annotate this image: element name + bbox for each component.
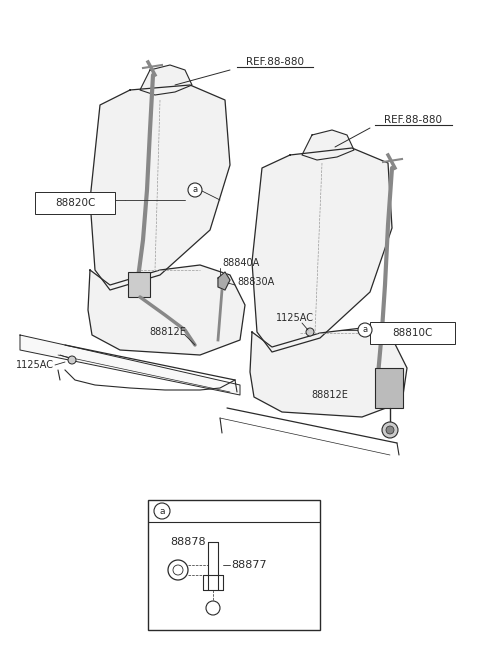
Polygon shape bbox=[218, 272, 230, 290]
Text: 88830A: 88830A bbox=[237, 277, 274, 287]
Text: a: a bbox=[362, 325, 368, 334]
Circle shape bbox=[168, 560, 188, 580]
Circle shape bbox=[206, 601, 220, 615]
Text: 88812E: 88812E bbox=[312, 390, 348, 400]
Text: 1125AC: 1125AC bbox=[16, 360, 54, 370]
Polygon shape bbox=[250, 328, 407, 417]
Circle shape bbox=[358, 323, 372, 337]
Polygon shape bbox=[90, 85, 230, 290]
Bar bbox=[148, 500, 320, 630]
Circle shape bbox=[306, 328, 314, 336]
Polygon shape bbox=[88, 265, 245, 355]
Bar bbox=[375, 368, 403, 408]
Bar bbox=[35, 192, 115, 214]
Circle shape bbox=[188, 183, 202, 197]
Bar bbox=[370, 322, 455, 344]
Bar bbox=[128, 272, 150, 297]
Text: 88840A: 88840A bbox=[222, 258, 259, 268]
Polygon shape bbox=[20, 335, 240, 395]
Text: 88878: 88878 bbox=[170, 537, 205, 547]
Text: 88810C: 88810C bbox=[392, 328, 432, 338]
Polygon shape bbox=[252, 148, 392, 352]
Text: a: a bbox=[159, 507, 165, 516]
Polygon shape bbox=[140, 65, 192, 95]
Circle shape bbox=[386, 426, 394, 434]
Text: REF.88-880: REF.88-880 bbox=[384, 115, 442, 125]
Text: 88820C: 88820C bbox=[55, 198, 95, 208]
Text: 88812E: 88812E bbox=[150, 327, 186, 337]
Circle shape bbox=[154, 503, 170, 519]
Text: 1125AC: 1125AC bbox=[276, 313, 314, 323]
Circle shape bbox=[382, 422, 398, 438]
Text: a: a bbox=[192, 185, 198, 194]
Polygon shape bbox=[302, 130, 354, 160]
Circle shape bbox=[68, 356, 76, 364]
Text: REF.88-880: REF.88-880 bbox=[246, 57, 304, 67]
Text: 88877: 88877 bbox=[231, 560, 266, 570]
